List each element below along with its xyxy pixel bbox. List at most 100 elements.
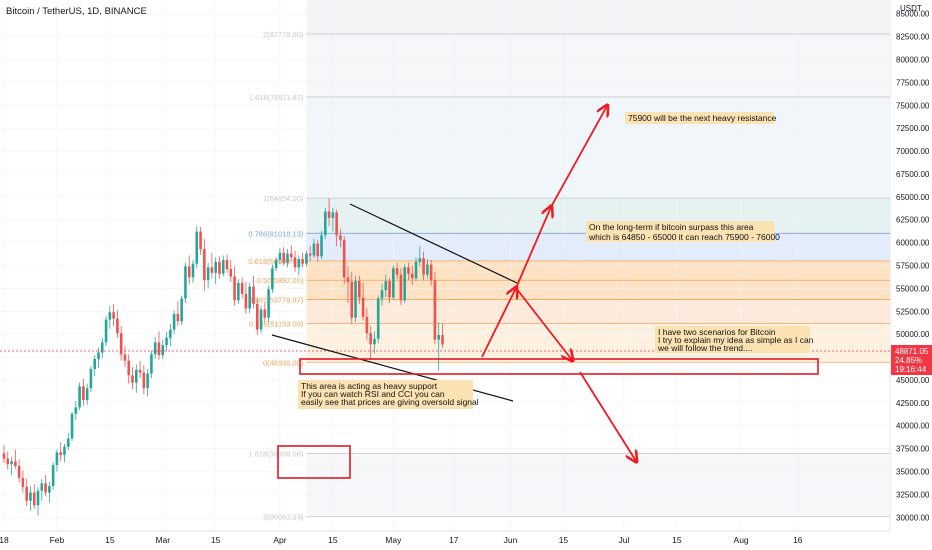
x-tick-label-11: Jul [618, 535, 629, 545]
candle-81 [308, 246, 312, 261]
scenario-arrows[interactable] [481, 106, 636, 461]
y-tick-label-22: 85000.00 [896, 10, 930, 19]
candle-55 [210, 252, 214, 279]
candle-13 [51, 462, 55, 490]
price-badge-countdown: 19:16:44 [895, 365, 927, 374]
candle-10 [40, 478, 44, 501]
candle-50 [191, 260, 195, 283]
candlestick-series [2, 198, 444, 516]
candle-3 [14, 449, 17, 469]
candle-32 [123, 346, 127, 368]
candle-67 [255, 298, 259, 336]
candle-73 [278, 248, 282, 264]
note-scenarios-line1: I have two scenarios for Bitcoin [658, 327, 776, 337]
candle-68 [259, 305, 263, 334]
fib-label-1: 0.236(51153.09) [249, 320, 304, 329]
candle-41 [157, 331, 161, 360]
y-tick-label-0: 30000.00 [896, 513, 930, 522]
y-tick-label-3: 37500.00 [896, 445, 930, 454]
lower-target-box[interactable] [277, 445, 351, 479]
note-resistance[interactable]: 75900 will be the next heavy resistance [625, 112, 777, 124]
fib-zone-7 [306, 34, 890, 97]
fib-label-3: 0.5(55892.00) [257, 276, 304, 285]
candle-24 [93, 355, 97, 377]
candle-42 [161, 339, 165, 359]
y-tick-label-8: 50000.00 [896, 330, 930, 339]
fib-zone-lower [306, 453, 890, 517]
fib-label-7: 1.618(75911.82) [249, 93, 304, 102]
arrow-down-2 [579, 371, 636, 461]
candle-59 [225, 254, 229, 273]
candle-92 [350, 271, 354, 325]
candle-38 [146, 368, 149, 397]
candle-52 [199, 227, 202, 255]
arrow-up-1 [481, 288, 516, 358]
x-tick-label-7: May [385, 535, 402, 545]
note-support[interactable]: This area is acting as heavy support If … [298, 380, 479, 409]
candle-103 [392, 265, 395, 301]
candle-60 [229, 260, 233, 282]
candle-88 [335, 209, 338, 247]
y-tick-label-18: 75000.00 [896, 101, 930, 110]
candle-112 [426, 259, 429, 279]
candle-94 [358, 275, 361, 304]
candle-108 [410, 265, 414, 285]
candle-21 [82, 379, 85, 406]
candle-100 [380, 283, 384, 306]
x-tick-label-1: Feb [50, 535, 65, 545]
x-tick-label-10: 15 [559, 535, 569, 545]
candle-96 [365, 307, 369, 340]
x-tick-label-5: Apr [273, 535, 286, 545]
candle-51 [195, 226, 199, 269]
candle-77 [293, 250, 297, 272]
x-tick-label-2: 15 [105, 535, 115, 545]
candle-69 [263, 303, 267, 323]
candle-109 [414, 257, 418, 282]
note-longterm[interactable]: On the long-term if bitcoin surpass this… [586, 221, 780, 242]
candle-93 [354, 275, 357, 323]
y-tick-label-15: 67500.00 [896, 170, 930, 179]
support-box[interactable] [299, 358, 819, 375]
candle-30 [116, 310, 119, 338]
y-tick-label-6: 45000.00 [896, 376, 930, 385]
note-scenarios[interactable]: I have two scenarios for Bitcoin I try t… [655, 326, 814, 353]
candle-22 [85, 383, 89, 405]
chart-title: Bitcoin / TetherUS, 1D, BINANCE [6, 6, 147, 17]
y-tick-label-10: 55000.00 [896, 284, 930, 293]
candle-84 [320, 230, 323, 260]
x-tick-label-0: 18 [0, 535, 9, 545]
candle-31 [119, 325, 123, 361]
y-tick-label-16: 70000.00 [896, 147, 930, 156]
arrow-up-3 [550, 106, 607, 208]
y-axis: 30000.00 32500.00 35000.00 37500.00 40000.00… [896, 10, 930, 523]
price-scale[interactable] [890, 0, 932, 550]
candle-5 [21, 470, 25, 493]
descending-trendline[interactable] [349, 203, 518, 284]
fib-label-9: 1.618(36958.08) [248, 450, 304, 459]
x-axis: 18 Feb 15 Mar 15 Apr 15 May 17 Jun 15 Jul 15 Aug 16 [0, 535, 803, 545]
fib-label-8: 2(82778.00) [263, 30, 304, 39]
currency-label[interactable]: USDT [900, 4, 922, 13]
candle-43 [165, 332, 168, 352]
candle-70 [267, 285, 270, 323]
fib-label-0: 0(46930.00) [263, 358, 304, 367]
candle-63 [240, 277, 244, 299]
candle-6 [25, 478, 28, 507]
x-tick-label-6: 15 [328, 535, 338, 545]
candle-26 [100, 337, 104, 358]
y-tick-label-4: 40000.00 [896, 422, 930, 431]
y-tick-label-11: 57500.00 [896, 262, 930, 271]
y-tick-label-14: 65000.00 [896, 193, 930, 202]
candle-35 [135, 364, 138, 393]
x-tick-label-14: 16 [793, 535, 803, 545]
candle-90 [342, 236, 346, 284]
candle-15 [59, 442, 62, 462]
x-tick-label-9: Jun [504, 535, 518, 545]
candle-56 [214, 257, 217, 284]
candle-83 [316, 239, 320, 262]
x-tick-label-8: 17 [449, 535, 459, 545]
arrow-down-1 [515, 287, 572, 360]
candle-34 [131, 367, 134, 390]
candle-76 [289, 245, 293, 262]
